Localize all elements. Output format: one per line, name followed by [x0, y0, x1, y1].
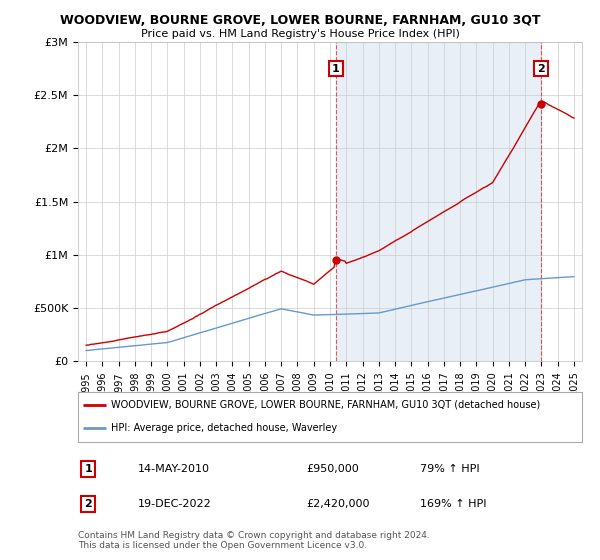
Text: WOODVIEW, BOURNE GROVE, LOWER BOURNE, FARNHAM, GU10 3QT (detached house): WOODVIEW, BOURNE GROVE, LOWER BOURNE, FA… [111, 400, 540, 409]
Text: £2,420,000: £2,420,000 [306, 499, 370, 509]
Text: Contains HM Land Registry data © Crown copyright and database right 2024.
This d: Contains HM Land Registry data © Crown c… [78, 530, 430, 550]
Text: HPI: Average price, detached house, Waverley: HPI: Average price, detached house, Wave… [111, 423, 337, 433]
Text: Price paid vs. HM Land Registry's House Price Index (HPI): Price paid vs. HM Land Registry's House … [140, 29, 460, 39]
Text: 19-DEC-2022: 19-DEC-2022 [138, 499, 212, 509]
Text: £950,000: £950,000 [306, 464, 359, 474]
Text: 14-MAY-2010: 14-MAY-2010 [138, 464, 210, 474]
Text: 169% ↑ HPI: 169% ↑ HPI [420, 499, 487, 509]
Text: 1: 1 [85, 464, 92, 474]
Bar [336, 42, 541, 361]
Text: WOODVIEW, BOURNE GROVE, LOWER BOURNE, FARNHAM, GU10 3QT: WOODVIEW, BOURNE GROVE, LOWER BOURNE, FA… [60, 14, 540, 27]
Text: 1: 1 [332, 64, 340, 73]
Text: 2: 2 [537, 64, 545, 73]
Text: 79% ↑ HPI: 79% ↑ HPI [420, 464, 479, 474]
Text: 2: 2 [85, 499, 92, 509]
